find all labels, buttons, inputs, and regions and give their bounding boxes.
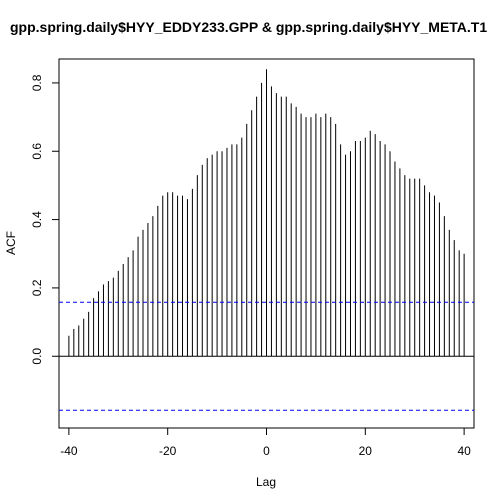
y-tick-label: 0.0 xyxy=(30,348,44,365)
acf-bars xyxy=(68,69,465,357)
x-tick-label: 20 xyxy=(359,444,373,458)
x-tick-label: -40 xyxy=(60,444,78,458)
y-tick-label: 0.4 xyxy=(30,211,44,228)
y-axis: 0.0 0.2 0.4 0.6 0.8 xyxy=(30,74,60,365)
x-axis: -40 -20 0 20 40 xyxy=(60,427,471,458)
x-tick-label: 0 xyxy=(263,444,270,458)
y-tick-label: 0.8 xyxy=(30,74,44,91)
chart-title: gpp.spring.daily$HYY_EDDY233.GPP & gpp.s… xyxy=(10,19,487,35)
x-axis-label: Lag xyxy=(256,475,276,489)
y-axis-label: ACF xyxy=(4,231,18,255)
y-tick-label: 0.2 xyxy=(30,279,44,296)
x-tick-label: 40 xyxy=(457,444,471,458)
x-tick-label: -20 xyxy=(159,444,177,458)
confidence-bounds xyxy=(59,301,474,411)
y-tick-label: 0.6 xyxy=(30,143,44,160)
